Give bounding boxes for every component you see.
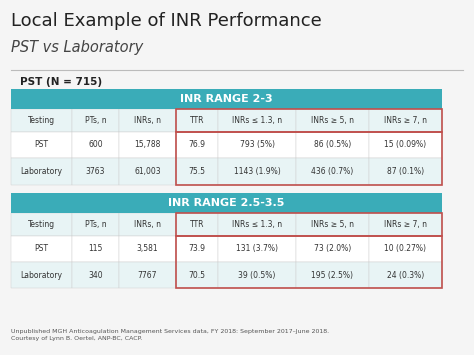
FancyBboxPatch shape bbox=[176, 213, 218, 236]
FancyBboxPatch shape bbox=[296, 158, 369, 185]
Text: PTs, n: PTs, n bbox=[85, 220, 107, 229]
Text: 24 (0.3%): 24 (0.3%) bbox=[387, 271, 424, 280]
FancyBboxPatch shape bbox=[369, 132, 442, 158]
Text: 1143 (1.9%): 1143 (1.9%) bbox=[234, 167, 281, 176]
Text: 600: 600 bbox=[88, 141, 103, 149]
FancyBboxPatch shape bbox=[369, 213, 442, 236]
FancyBboxPatch shape bbox=[11, 158, 72, 185]
Text: 76.9: 76.9 bbox=[189, 141, 205, 149]
Text: 87 (0.1%): 87 (0.1%) bbox=[387, 167, 424, 176]
Text: 131 (3.7%): 131 (3.7%) bbox=[236, 244, 278, 253]
FancyBboxPatch shape bbox=[296, 262, 369, 289]
FancyBboxPatch shape bbox=[296, 236, 369, 262]
FancyBboxPatch shape bbox=[176, 262, 218, 289]
FancyBboxPatch shape bbox=[296, 132, 369, 158]
FancyBboxPatch shape bbox=[296, 213, 369, 236]
FancyBboxPatch shape bbox=[119, 109, 176, 132]
Text: INRs ≤ 1.3, n: INRs ≤ 1.3, n bbox=[232, 220, 282, 229]
FancyBboxPatch shape bbox=[296, 109, 369, 132]
FancyBboxPatch shape bbox=[119, 213, 176, 236]
FancyBboxPatch shape bbox=[369, 109, 442, 132]
Text: Unpublished MGH Anticoagulation Management Services data, FY 2018: September 201: Unpublished MGH Anticoagulation Manageme… bbox=[11, 329, 329, 341]
Text: TTR: TTR bbox=[190, 220, 204, 229]
Text: 195 (2.5%): 195 (2.5%) bbox=[311, 271, 354, 280]
Text: 70.5: 70.5 bbox=[189, 271, 205, 280]
Text: 61,003: 61,003 bbox=[134, 167, 161, 176]
Text: INRs, n: INRs, n bbox=[134, 116, 161, 125]
Text: INR RANGE 2.5-3.5: INR RANGE 2.5-3.5 bbox=[168, 198, 284, 208]
FancyBboxPatch shape bbox=[218, 109, 296, 132]
Text: TTR: TTR bbox=[190, 116, 204, 125]
FancyBboxPatch shape bbox=[218, 236, 296, 262]
Text: Testing: Testing bbox=[28, 116, 55, 125]
FancyBboxPatch shape bbox=[11, 89, 442, 109]
Text: INRs ≥ 7, n: INRs ≥ 7, n bbox=[384, 116, 427, 125]
Text: INRs ≥ 5, n: INRs ≥ 5, n bbox=[311, 220, 354, 229]
Text: PST: PST bbox=[35, 244, 48, 253]
FancyBboxPatch shape bbox=[218, 132, 296, 158]
Text: 15 (0.09%): 15 (0.09%) bbox=[384, 141, 427, 149]
FancyBboxPatch shape bbox=[176, 132, 218, 158]
Text: 115: 115 bbox=[89, 244, 103, 253]
Text: PST (N = 715): PST (N = 715) bbox=[20, 77, 102, 87]
Text: 793 (5%): 793 (5%) bbox=[239, 141, 274, 149]
Text: 3763: 3763 bbox=[86, 167, 105, 176]
FancyBboxPatch shape bbox=[11, 236, 72, 262]
Text: INRs ≥ 7, n: INRs ≥ 7, n bbox=[384, 220, 427, 229]
Text: 86 (0.5%): 86 (0.5%) bbox=[314, 141, 351, 149]
Text: 75.5: 75.5 bbox=[189, 167, 205, 176]
Text: 73 (2.0%): 73 (2.0%) bbox=[314, 244, 351, 253]
Text: 10 (0.27%): 10 (0.27%) bbox=[384, 244, 427, 253]
FancyBboxPatch shape bbox=[11, 109, 72, 132]
Text: 39 (0.5%): 39 (0.5%) bbox=[238, 271, 276, 280]
FancyBboxPatch shape bbox=[369, 236, 442, 262]
Text: Laboratory: Laboratory bbox=[20, 167, 63, 176]
Text: PTs, n: PTs, n bbox=[85, 116, 107, 125]
Text: PST: PST bbox=[35, 141, 48, 149]
Text: Testing: Testing bbox=[28, 220, 55, 229]
FancyBboxPatch shape bbox=[72, 158, 119, 185]
FancyBboxPatch shape bbox=[72, 262, 119, 289]
FancyBboxPatch shape bbox=[11, 193, 442, 213]
FancyBboxPatch shape bbox=[218, 158, 296, 185]
FancyBboxPatch shape bbox=[369, 262, 442, 289]
Text: 436 (0.7%): 436 (0.7%) bbox=[311, 167, 354, 176]
FancyBboxPatch shape bbox=[72, 132, 119, 158]
Text: Laboratory: Laboratory bbox=[20, 271, 63, 280]
Text: INR RANGE 2-3: INR RANGE 2-3 bbox=[180, 94, 273, 104]
FancyBboxPatch shape bbox=[176, 109, 218, 132]
FancyBboxPatch shape bbox=[119, 132, 176, 158]
Text: 3,581: 3,581 bbox=[137, 244, 158, 253]
FancyBboxPatch shape bbox=[119, 262, 176, 289]
FancyBboxPatch shape bbox=[72, 236, 119, 262]
FancyBboxPatch shape bbox=[176, 158, 218, 185]
Text: INRs, n: INRs, n bbox=[134, 220, 161, 229]
FancyBboxPatch shape bbox=[11, 213, 72, 236]
Text: 15,788: 15,788 bbox=[134, 141, 161, 149]
Text: INRs ≤ 1.3, n: INRs ≤ 1.3, n bbox=[232, 116, 282, 125]
FancyBboxPatch shape bbox=[11, 262, 72, 289]
Text: INRs ≥ 5, n: INRs ≥ 5, n bbox=[311, 116, 354, 125]
FancyBboxPatch shape bbox=[218, 213, 296, 236]
FancyBboxPatch shape bbox=[119, 158, 176, 185]
Text: 340: 340 bbox=[88, 271, 103, 280]
Text: 73.9: 73.9 bbox=[189, 244, 205, 253]
FancyBboxPatch shape bbox=[119, 236, 176, 262]
FancyBboxPatch shape bbox=[72, 213, 119, 236]
Text: 7767: 7767 bbox=[138, 271, 157, 280]
FancyBboxPatch shape bbox=[218, 262, 296, 289]
FancyBboxPatch shape bbox=[72, 109, 119, 132]
Text: PST vs Laboratory: PST vs Laboratory bbox=[11, 40, 143, 55]
FancyBboxPatch shape bbox=[176, 236, 218, 262]
FancyBboxPatch shape bbox=[369, 158, 442, 185]
FancyBboxPatch shape bbox=[11, 132, 72, 158]
Text: Local Example of INR Performance: Local Example of INR Performance bbox=[11, 12, 321, 30]
